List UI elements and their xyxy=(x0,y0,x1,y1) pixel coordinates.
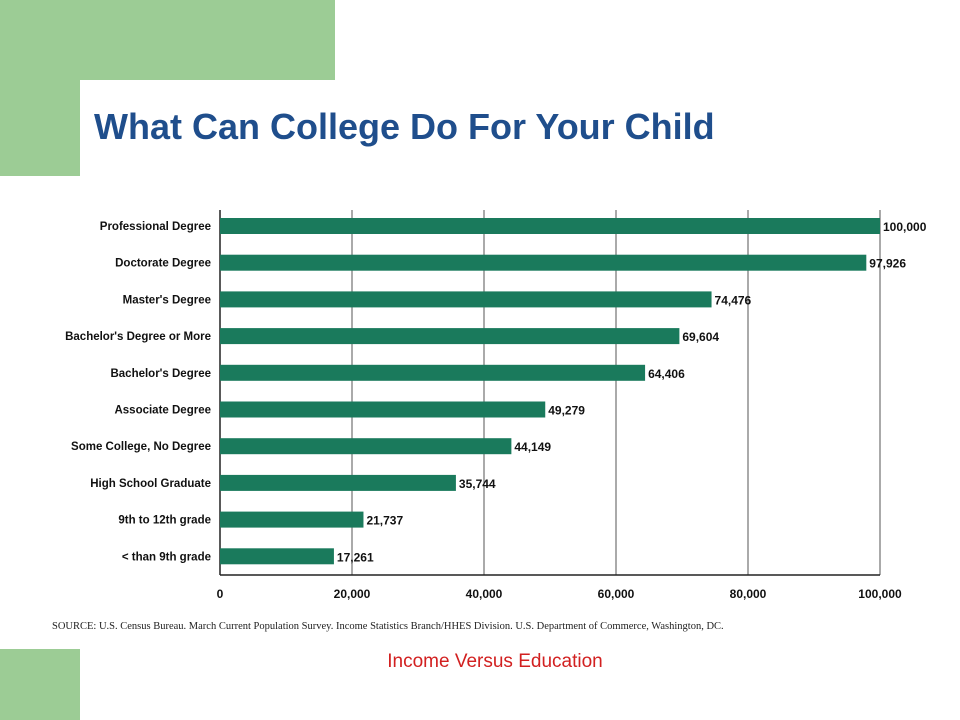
category-label: < than 9th grade xyxy=(122,551,211,563)
category-label: Bachelor's Degree xyxy=(110,368,211,380)
bar xyxy=(220,254,867,271)
source-note: SOURCE: U.S. Census Bureau. March Curren… xyxy=(52,621,724,632)
value-label: 64,406 xyxy=(648,367,685,381)
bar xyxy=(220,328,680,345)
bar xyxy=(220,438,512,455)
x-tick-label: 100,000 xyxy=(858,587,902,601)
x-tick-label: 0 xyxy=(217,587,224,601)
value-label: 44,149 xyxy=(514,440,551,454)
value-label: 69,604 xyxy=(682,330,719,344)
bar xyxy=(220,474,456,491)
bar xyxy=(220,401,546,418)
bar xyxy=(220,291,712,308)
bar xyxy=(220,511,364,528)
category-label: High School Graduate xyxy=(90,478,211,490)
bar xyxy=(220,364,646,381)
category-label: Some College, No Degree xyxy=(71,441,211,453)
value-label: 100,000 xyxy=(883,220,927,234)
decorative-left-block xyxy=(0,80,80,176)
x-tick-label: 80,000 xyxy=(730,587,767,601)
category-label: Associate Degree xyxy=(114,405,211,417)
x-tick-label: 60,000 xyxy=(598,587,635,601)
category-label: Master's Degree xyxy=(123,294,211,306)
chart-caption: Income Versus Education xyxy=(387,651,603,672)
category-label: Professional Degree xyxy=(100,221,211,233)
bar xyxy=(220,218,880,234)
x-tick-label: 40,000 xyxy=(466,587,503,601)
bar xyxy=(220,548,334,565)
decorative-top-block xyxy=(0,0,335,80)
category-label: Bachelor's Degree or More xyxy=(65,331,211,343)
category-label: Doctorate Degree xyxy=(115,258,211,270)
value-label: 74,476 xyxy=(715,293,752,307)
value-label: 35,744 xyxy=(459,477,496,491)
x-tick-label: 20,000 xyxy=(334,587,371,601)
value-label: 21,737 xyxy=(366,514,403,528)
value-label: 49,279 xyxy=(548,404,585,418)
value-label: 97,926 xyxy=(869,257,906,271)
slide-title: What Can College Do For Your Child xyxy=(94,106,715,147)
decorative-bottom-block xyxy=(0,649,80,720)
value-label: 17,261 xyxy=(337,550,374,564)
category-label: 9th to 12th grade xyxy=(118,515,211,527)
